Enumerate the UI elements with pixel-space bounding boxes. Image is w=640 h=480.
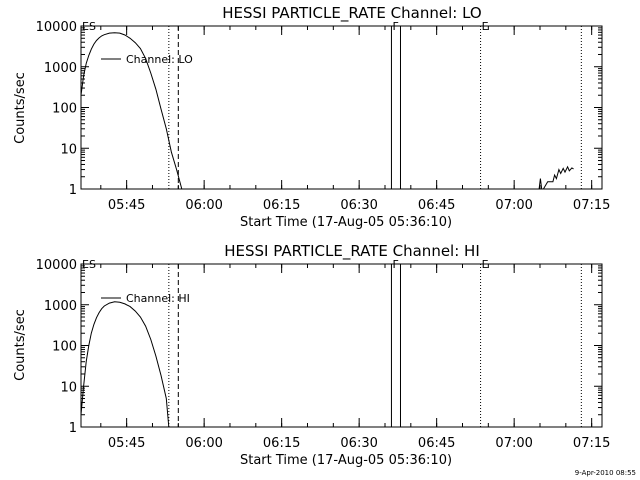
plot-frame: [80, 263, 603, 428]
x-tick-label: 06:45: [418, 436, 455, 451]
y-tick-label: 100: [52, 102, 77, 117]
chart-panel-hi: HESSI PARTICLE_RATE Channel: HI Counts/s…: [13, 242, 610, 468]
x-tick-label: 05:45: [108, 198, 145, 213]
x-tick-label: 06:30: [340, 198, 377, 213]
y-tick-label: 1000: [44, 61, 77, 76]
y-axis-label: Counts/sec: [13, 72, 28, 144]
series-line: [80, 32, 183, 190]
x-tick-label: 06:00: [185, 198, 222, 213]
footer-timestamp: 9-Apr-2010 08:55: [575, 469, 636, 477]
x-tick-label: 06:00: [185, 436, 222, 451]
y-tick-label: 1: [69, 183, 77, 198]
x-tick-label: 07:15: [573, 436, 610, 451]
x-tick-label: 07:00: [495, 436, 532, 451]
y-tick-label: 10000: [36, 258, 77, 273]
series-line: [542, 165, 574, 190]
legend-label: Channel: HI: [126, 292, 190, 305]
chart-title: HESSI PARTICLE_RATE Channel: LO: [222, 4, 481, 23]
series-line: [80, 301, 170, 428]
x-tick-label: 05:45: [108, 436, 145, 451]
legend-label: Channel: LO: [126, 53, 193, 66]
y-tick-label: 10: [60, 142, 77, 157]
y-tick-label: 10: [60, 380, 77, 395]
chart-title: HESSI PARTICLE_RATE Channel: HI: [224, 242, 480, 261]
y-tick-label: 10000: [36, 20, 77, 35]
y-tick-label: 1000: [44, 299, 77, 314]
y-tick-label: 1: [69, 421, 77, 436]
y-tick-label: 100: [52, 340, 77, 355]
x-tick-label: 07:15: [573, 198, 610, 213]
chart-legend: Channel: HI: [101, 292, 190, 305]
x-axis-label: Start Time (17-Aug-05 05:36:10): [240, 215, 452, 230]
chart-legend: Channel: LO: [101, 53, 193, 66]
x-tick-label: 06:15: [263, 198, 300, 213]
x-tick-label: 06:30: [340, 436, 377, 451]
x-tick-label: 07:00: [495, 198, 532, 213]
x-tick-label: 06:15: [263, 436, 300, 451]
x-tick-label: 06:45: [418, 198, 455, 213]
y-axis-label: Counts/sec: [13, 309, 28, 381]
plot-frame: [80, 25, 603, 190]
chart-panel-lo: HESSI PARTICLE_RATE Channel: LO Counts/s…: [13, 4, 610, 230]
x-axis-label: Start Time (17-Aug-05 05:36:10): [240, 453, 452, 468]
